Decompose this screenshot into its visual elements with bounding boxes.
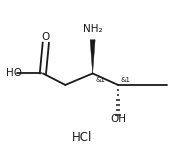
Text: NH₂: NH₂ bbox=[83, 24, 102, 34]
Polygon shape bbox=[90, 40, 95, 73]
Text: &1: &1 bbox=[121, 77, 130, 83]
Text: &1: &1 bbox=[95, 77, 105, 83]
Text: HCl: HCl bbox=[72, 131, 92, 144]
Text: HO: HO bbox=[6, 68, 22, 78]
Text: OH: OH bbox=[110, 114, 126, 124]
Text: O: O bbox=[42, 32, 50, 43]
